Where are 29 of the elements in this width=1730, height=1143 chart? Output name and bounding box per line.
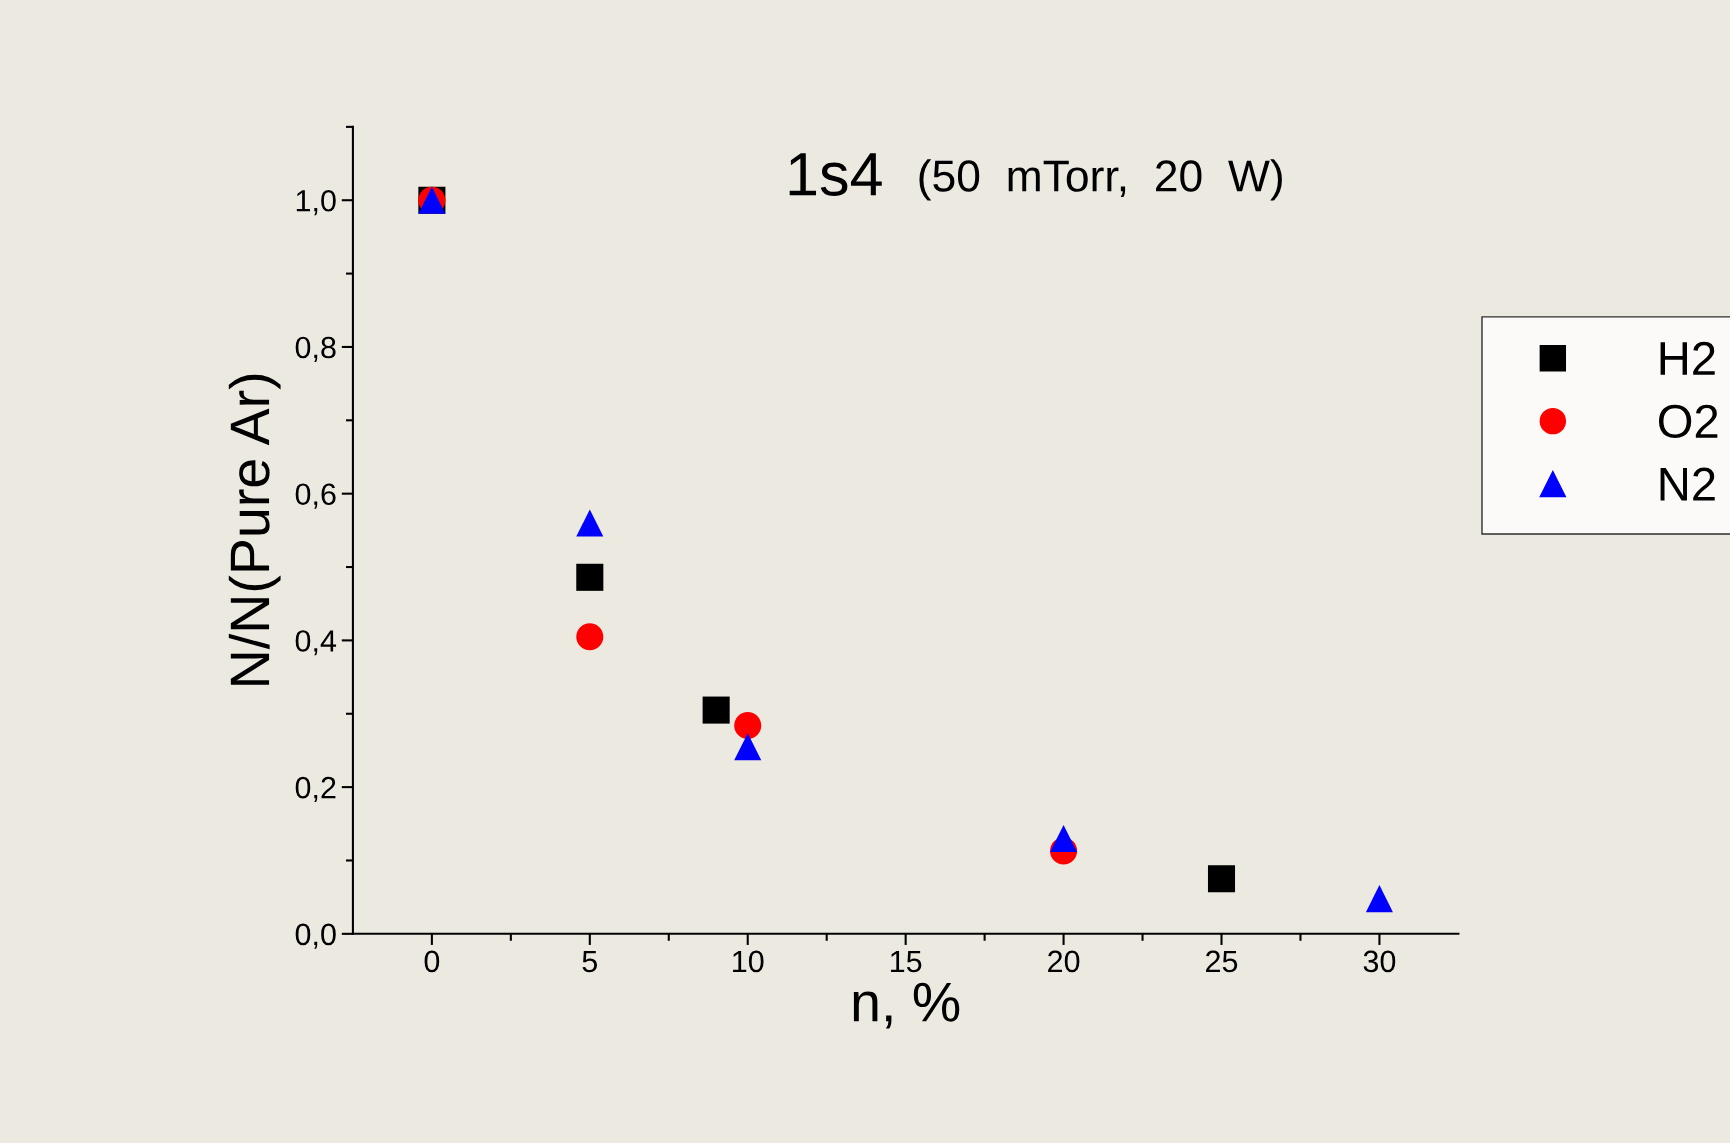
text: (50 mTorr, 20 W) bbox=[919, 159, 1282, 201]
y-tick-label: 0,4 bbox=[295, 630, 337, 656]
x-tick-label: 30 bbox=[1363, 950, 1396, 973]
x-axis-title: n, % bbox=[853, 982, 960, 1029]
x-tick-label: 15 bbox=[890, 950, 922, 973]
point bbox=[734, 711, 762, 740]
x-tick-label: 0 bbox=[424, 950, 440, 973]
x-tick-label: 20 bbox=[1048, 950, 1080, 973]
y-tick-label: 0,2 bbox=[295, 776, 336, 803]
point bbox=[1050, 824, 1078, 852]
point bbox=[1207, 865, 1236, 893]
point bbox=[734, 733, 762, 761]
point bbox=[1365, 885, 1393, 913]
legend-label: O2 bbox=[1658, 404, 1718, 439]
y-tick-label: 1,0 bbox=[296, 189, 336, 216]
x-tick-label: 10 bbox=[733, 950, 764, 973]
y-axis-title: N/N(Pure Ar) bbox=[228, 374, 281, 685]
point bbox=[576, 509, 604, 537]
point bbox=[576, 623, 604, 651]
chart-title: 1s4 bbox=[789, 153, 882, 196]
x-tick-label: 5 bbox=[582, 950, 598, 973]
y-tick-label: 0,0 bbox=[295, 923, 336, 949]
legend-label: H2 bbox=[1660, 341, 1715, 375]
point bbox=[702, 696, 730, 724]
x-tick-label: 25 bbox=[1206, 950, 1238, 973]
point bbox=[576, 563, 604, 591]
y-tick-label: 0,8 bbox=[295, 336, 336, 362]
y-tick-label: 0,6 bbox=[295, 483, 336, 509]
legend-label: N2 bbox=[1660, 467, 1715, 501]
